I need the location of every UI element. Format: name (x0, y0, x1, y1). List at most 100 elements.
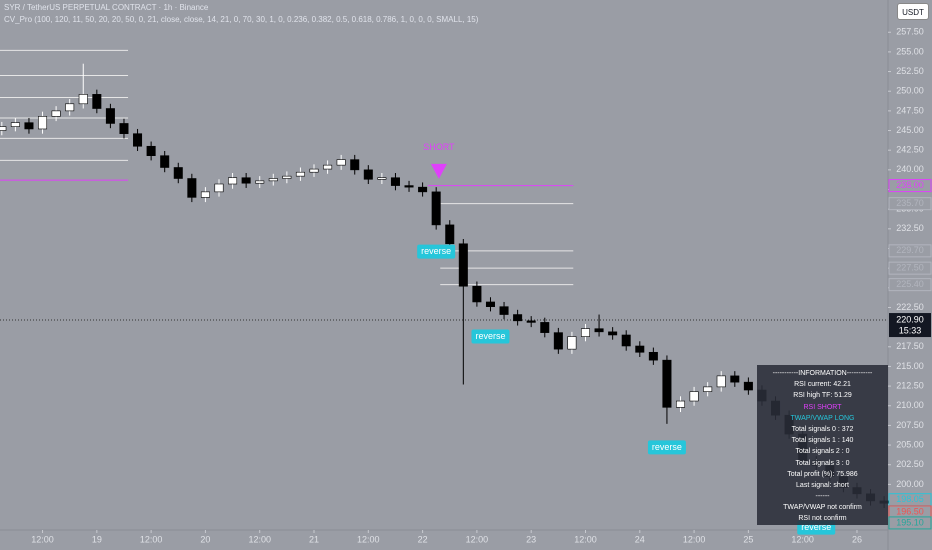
last-price-label: 220.90 (896, 314, 924, 324)
price-tag (888, 179, 932, 193)
price-tag-label: 229.70 (896, 245, 924, 255)
signal-label: SHORT (423, 142, 455, 152)
price-tag (888, 516, 932, 530)
candle-body (540, 322, 550, 333)
candle-body (689, 391, 699, 402)
candle-body (200, 191, 210, 198)
y-tick-label: 242.50 (896, 145, 924, 155)
candle-body (580, 328, 590, 337)
y-tick-label: 200.00 (896, 479, 924, 489)
candle-body (553, 332, 563, 350)
info-row: -----------INFORMATION----------- (772, 370, 873, 377)
candle-body (567, 336, 577, 350)
candle-body (377, 177, 387, 180)
x-tick-label: 12:00 (791, 534, 814, 544)
info-row: Total signals 1 : 140 (791, 437, 854, 445)
x-tick-label: 22 (418, 534, 428, 544)
signal-label: reverse (801, 522, 831, 532)
y-tick-label: 252.50 (896, 66, 924, 76)
candle-body (241, 177, 251, 184)
candle-body (458, 243, 468, 287)
x-tick-label: 12:00 (683, 534, 706, 544)
info-row: Last signal: short (796, 481, 849, 489)
countdown: 15:33 (899, 325, 922, 335)
y-tick-label: 255.00 (896, 46, 924, 56)
y-tick-label: 232.50 (896, 223, 924, 233)
currency-button[interactable]: USDT (897, 3, 929, 20)
signal-box (471, 329, 510, 344)
candle-body (445, 224, 455, 245)
candle-body (336, 159, 346, 166)
candle-body (0, 126, 7, 131)
signal-label: reverse (421, 246, 451, 256)
candle-body (526, 320, 536, 323)
candle-body (499, 306, 509, 315)
candle-body (594, 328, 604, 333)
candle-body (485, 301, 495, 307)
candle-body (730, 375, 740, 383)
candle-body (160, 155, 170, 168)
candle-body (635, 345, 645, 353)
y-tick-label: 202.50 (896, 459, 924, 469)
x-tick-label: 12:00 (248, 534, 271, 544)
x-tick-label: 12:00 (357, 534, 380, 544)
y-tick-label: 245.00 (896, 125, 924, 135)
y-tick-label: 212.50 (896, 380, 924, 390)
candle-body (228, 177, 238, 185)
candle-body (404, 185, 414, 188)
info-row: RSI current: 42.21 (794, 381, 851, 389)
chart-title: SYR / TetherUS PERPETUAL CONTRACT · 1h ·… (4, 3, 209, 12)
candle-body (146, 145, 156, 156)
x-tick-label: 26 (852, 534, 862, 544)
candle-body (24, 122, 34, 130)
y-tick-label: 240.00 (896, 164, 924, 174)
candle-body (173, 167, 183, 179)
info-row: Total signals 3 : 0 (795, 459, 850, 467)
info-panel: -----------INFORMATION----------- RSI cur… (757, 365, 888, 525)
y-tick-label: 257.50 (896, 27, 924, 37)
signal-box (647, 440, 686, 455)
y-tick-label: 222.50 (896, 302, 924, 312)
x-tick-label: 24 (635, 534, 645, 544)
candle-body (513, 314, 523, 322)
candle-body (363, 169, 373, 180)
price-tag-label: 196.50 (896, 506, 924, 516)
price-tag-label: 238.00 (896, 180, 924, 190)
candle-body (65, 103, 75, 112)
y-tick-label: 250.00 (896, 86, 924, 96)
price-tag-label: 195.10 (896, 517, 924, 527)
x-tick-label: 12:00 (140, 534, 163, 544)
candle-body (309, 168, 319, 173)
candle-body (716, 375, 726, 388)
candle-body (743, 381, 753, 391)
x-tick-label: 21 (309, 534, 319, 544)
price-tag (888, 244, 932, 258)
candle-body (51, 110, 61, 117)
last-price-tag (889, 313, 931, 338)
signal-box (417, 244, 456, 259)
candle-body (648, 351, 658, 361)
info-row: RSI not confirm (798, 515, 847, 523)
candle-body (676, 400, 686, 408)
candle-body (662, 359, 672, 408)
x-tick-label: 23 (526, 534, 536, 544)
signal-label: reverse (652, 442, 682, 452)
candle-body (255, 180, 265, 184)
price-tag (888, 278, 932, 292)
info-row: Total signals 2 : 0 (795, 448, 850, 456)
candle-body (608, 331, 618, 336)
price-tag-label: 198.05 (896, 494, 924, 504)
candle-body (268, 178, 278, 182)
candle-body (621, 334, 631, 347)
x-tick-label: 25 (743, 534, 753, 544)
candle-body (295, 171, 305, 177)
candle-body (418, 186, 428, 193)
signal-arrow (430, 163, 447, 179)
candle-body (472, 285, 482, 303)
info-row: TWAP/VWAP not confirm (783, 504, 862, 512)
price-tag-label: 225.40 (896, 279, 924, 289)
candle-body (119, 123, 129, 134)
candle-body (390, 177, 400, 186)
